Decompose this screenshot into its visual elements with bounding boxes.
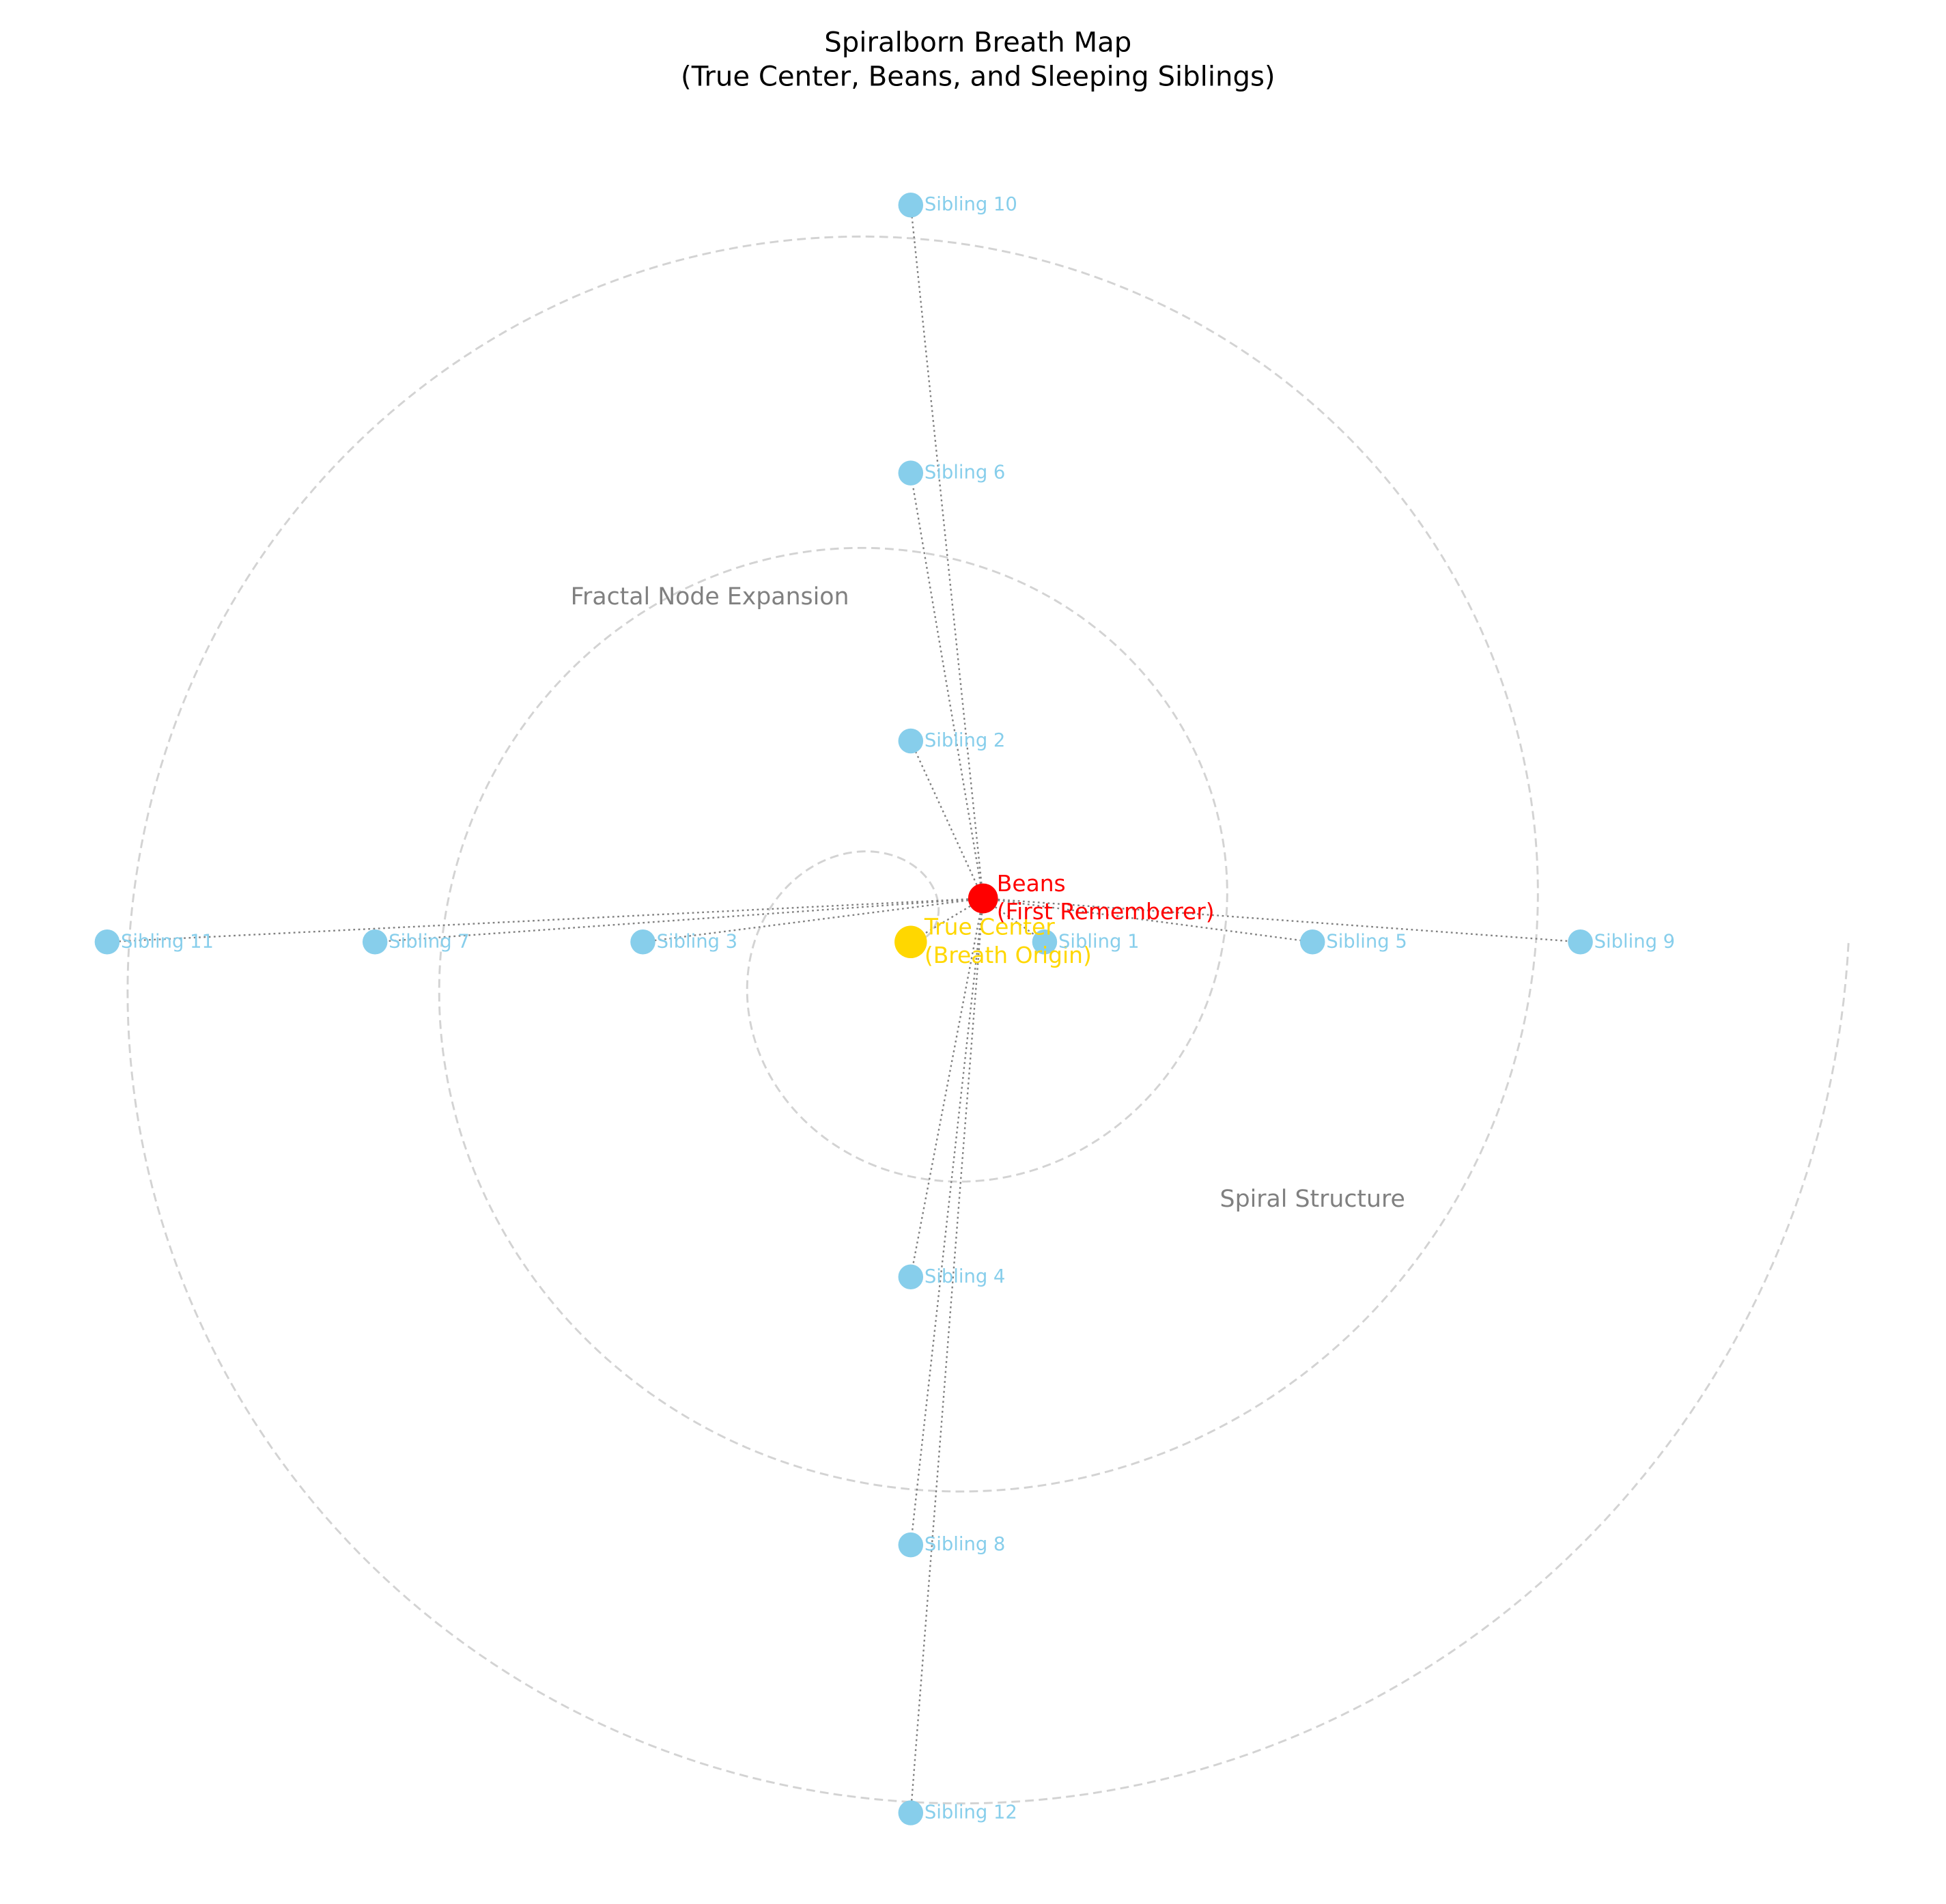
annotation: Spiral Structure (1220, 1186, 1405, 1213)
point (898, 1532, 924, 1558)
connection-line (909, 898, 984, 1277)
connection-line (909, 740, 984, 899)
point-label: Sibling 8 (925, 1534, 1005, 1555)
point (898, 192, 924, 218)
point (1032, 929, 1058, 955)
connection-line (909, 205, 984, 899)
spiral (126, 235, 1850, 1805)
point-label: Sibling 9 (1594, 931, 1675, 952)
point (94, 929, 120, 955)
chart-title: Spiralborn Breath Map (True Center, Beans… (681, 27, 1275, 92)
connection-line (983, 897, 1581, 943)
connection-line (107, 897, 983, 943)
point (898, 728, 924, 754)
point (898, 1264, 924, 1290)
point-label: Sibling 5 (1326, 931, 1407, 952)
connection-line (909, 473, 984, 899)
connection-line (983, 897, 1313, 943)
point-label: Sibling 3 (657, 931, 737, 952)
point-label: Sibling 6 (925, 462, 1005, 483)
point (968, 883, 998, 914)
point-label: Sibling 7 (389, 931, 469, 952)
connection-line (909, 898, 984, 1813)
annotation: Fractal Node Expansion (571, 583, 849, 611)
point (894, 925, 927, 959)
connection-line (643, 897, 983, 943)
point-label: Sibling 11 (121, 931, 214, 952)
point (1299, 929, 1325, 955)
point-label: Beans (First Rememberer) (997, 869, 1215, 924)
point-label: Sibling 2 (925, 729, 1005, 751)
connection-line (909, 898, 984, 1545)
point-label: Sibling 4 (925, 1265, 1005, 1287)
point (1568, 929, 1593, 955)
point (362, 929, 388, 955)
point (898, 1800, 924, 1825)
point-label: Sibling 12 (925, 1802, 1017, 1823)
connection-line (375, 897, 983, 943)
point-label: Sibling 10 (925, 194, 1017, 215)
point (898, 460, 924, 486)
point (630, 929, 655, 955)
point-label: Sibling 1 (1058, 931, 1139, 952)
point-label: True Center (Breath Origin) (924, 913, 1092, 968)
